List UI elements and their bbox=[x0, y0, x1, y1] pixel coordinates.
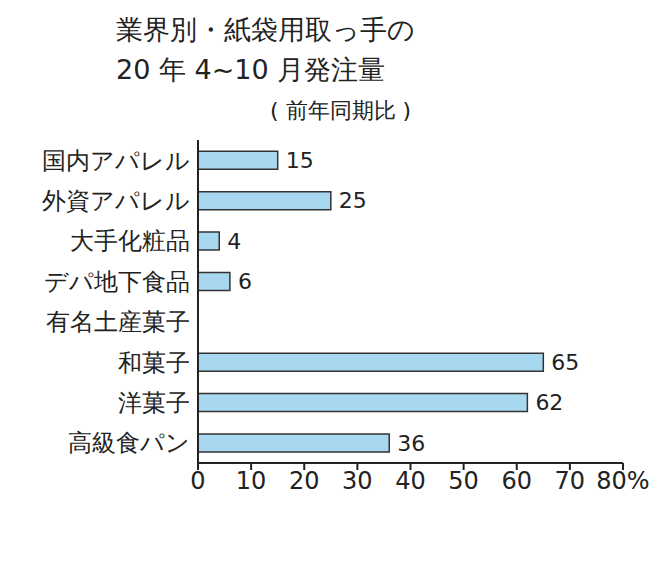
svg-text:25: 25 bbox=[339, 188, 367, 213]
html-text:( 前年同期比 ): ( 前年同期比 ) bbox=[270, 98, 412, 123]
svg-text:有名土産菓子: 有名土産菓子 bbox=[46, 308, 190, 336]
svg-text:国内アパレル: 国内アパレル bbox=[42, 147, 190, 175]
html-text:20 年 4~10 月発注量: 20 年 4~10 月発注量 bbox=[116, 54, 386, 85]
svg-text:60: 60 bbox=[501, 467, 532, 495]
svg-text:4: 4 bbox=[227, 229, 241, 254]
svg-text:大手化粧品: 大手化粧品 bbox=[70, 227, 190, 255]
svg-text:36: 36 bbox=[397, 431, 425, 456]
html-text:業界別・紙袋用取っ手の: 業界別・紙袋用取っ手の bbox=[116, 14, 415, 45]
svg-text:洋菓子: 洋菓子 bbox=[118, 389, 190, 417]
svg-text:20: 20 bbox=[289, 467, 320, 495]
svg-text:62: 62 bbox=[535, 390, 563, 415]
svg-text:高級食パン: 高級食パン bbox=[68, 429, 190, 457]
svg-text:50: 50 bbox=[448, 467, 479, 495]
svg-text:6: 6 bbox=[238, 269, 252, 294]
svg-text:10: 10 bbox=[236, 467, 267, 495]
svg-text:デパ地下食品: デパ地下食品 bbox=[44, 268, 190, 296]
svg-text:外資アパレル: 外資アパレル bbox=[42, 187, 190, 215]
svg-text:0: 0 bbox=[190, 467, 205, 495]
svg-text:30: 30 bbox=[342, 467, 373, 495]
svg-text:40: 40 bbox=[395, 467, 426, 495]
svg-text:80%: 80% bbox=[596, 467, 649, 495]
svg-text:70: 70 bbox=[555, 467, 586, 495]
svg-text:65: 65 bbox=[551, 350, 579, 375]
svg-text:15: 15 bbox=[286, 148, 314, 173]
svg-text:和菓子: 和菓子 bbox=[118, 349, 190, 377]
